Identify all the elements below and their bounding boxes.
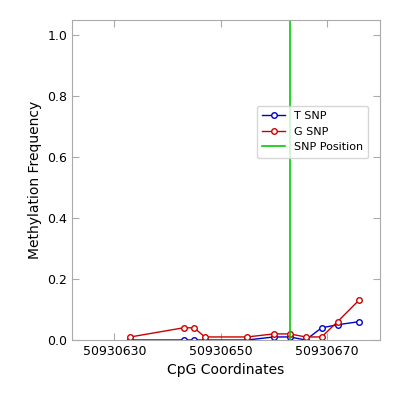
G SNP <box>303 334 308 339</box>
Y-axis label: Methylation Frequency: Methylation Frequency <box>28 101 42 259</box>
G SNP <box>202 334 207 339</box>
T SNP <box>303 338 308 342</box>
X-axis label: CpG Coordinates: CpG Coordinates <box>167 364 285 378</box>
T SNP <box>245 338 250 342</box>
T SNP <box>128 338 133 342</box>
T SNP <box>202 338 207 342</box>
G SNP <box>192 326 196 330</box>
T SNP <box>287 334 292 339</box>
G SNP <box>245 334 250 339</box>
G SNP <box>356 298 361 303</box>
Line: G SNP: G SNP <box>128 298 362 340</box>
G SNP <box>181 326 186 330</box>
G SNP <box>335 319 340 324</box>
Line: T SNP: T SNP <box>128 319 362 343</box>
T SNP <box>319 326 324 330</box>
G SNP <box>287 332 292 336</box>
G SNP <box>128 334 133 339</box>
G SNP <box>271 332 276 336</box>
T SNP <box>181 338 186 342</box>
T SNP <box>192 338 196 342</box>
T SNP <box>335 322 340 327</box>
T SNP <box>356 319 361 324</box>
G SNP <box>319 334 324 339</box>
Legend: T SNP, G SNP, SNP Position: T SNP, G SNP, SNP Position <box>257 106 368 158</box>
T SNP <box>271 334 276 339</box>
